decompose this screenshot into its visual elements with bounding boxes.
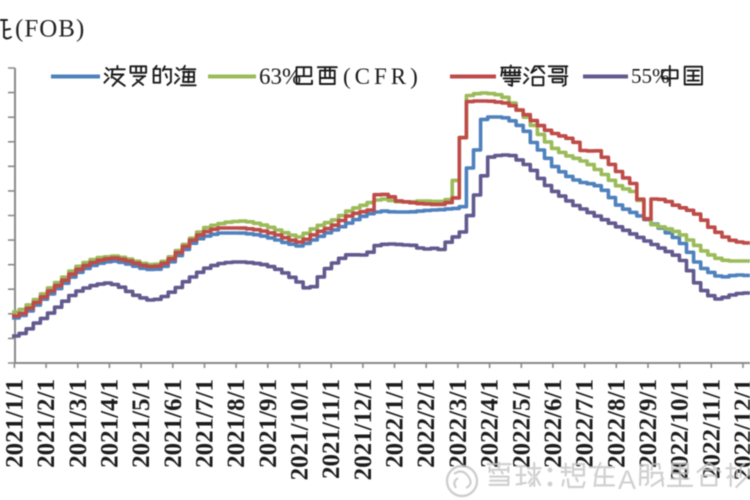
svg-text:2021/11/1: 2021/11/1 (318, 379, 345, 479)
svg-text:2021/5/1: 2021/5/1 (128, 379, 155, 468)
svg-text:(FOB): (FOB) (15, 16, 85, 43)
svg-text:2021/1/1: 2021/1/1 (1, 379, 28, 468)
svg-text:2022/3/1: 2022/3/1 (445, 379, 472, 468)
svg-text:55%: 55% (631, 64, 670, 88)
svg-text:2021/7/1: 2021/7/1 (192, 379, 219, 468)
svg-text:2022/12/1: 2022/12/1 (730, 379, 750, 480)
svg-text:2022/2/1: 2022/2/1 (413, 379, 440, 468)
svg-text:2022/6/1: 2022/6/1 (540, 379, 567, 468)
svg-text:2021/4/1: 2021/4/1 (96, 379, 123, 468)
svg-text:2022/9/1: 2022/9/1 (635, 379, 662, 468)
svg-text:2021/8/1: 2021/8/1 (223, 379, 250, 468)
svg-text:2021/6/1: 2021/6/1 (160, 379, 187, 468)
svg-text:2022/7/1: 2022/7/1 (572, 379, 599, 468)
svg-text:A: A (618, 465, 636, 495)
svg-text:2022/8/1: 2022/8/1 (603, 379, 630, 468)
svg-text:2021/3/1: 2021/3/1 (65, 379, 92, 468)
svg-text:(CFR): (CFR) (343, 64, 422, 89)
svg-text:2022/1/1: 2022/1/1 (382, 379, 409, 468)
svg-text:2021/12/1: 2021/12/1 (350, 379, 377, 480)
svg-text:2022/4/1: 2022/4/1 (477, 379, 504, 468)
svg-text:2021/10/1: 2021/10/1 (287, 379, 314, 480)
svg-text:63%: 63% (259, 64, 301, 89)
svg-text:2021/2/1: 2021/2/1 (33, 379, 60, 468)
svg-text:2022/5/1: 2022/5/1 (508, 379, 535, 468)
svg-text:2022/11/1: 2022/11/1 (698, 379, 725, 479)
svg-text:2021/9/1: 2021/9/1 (255, 379, 282, 468)
